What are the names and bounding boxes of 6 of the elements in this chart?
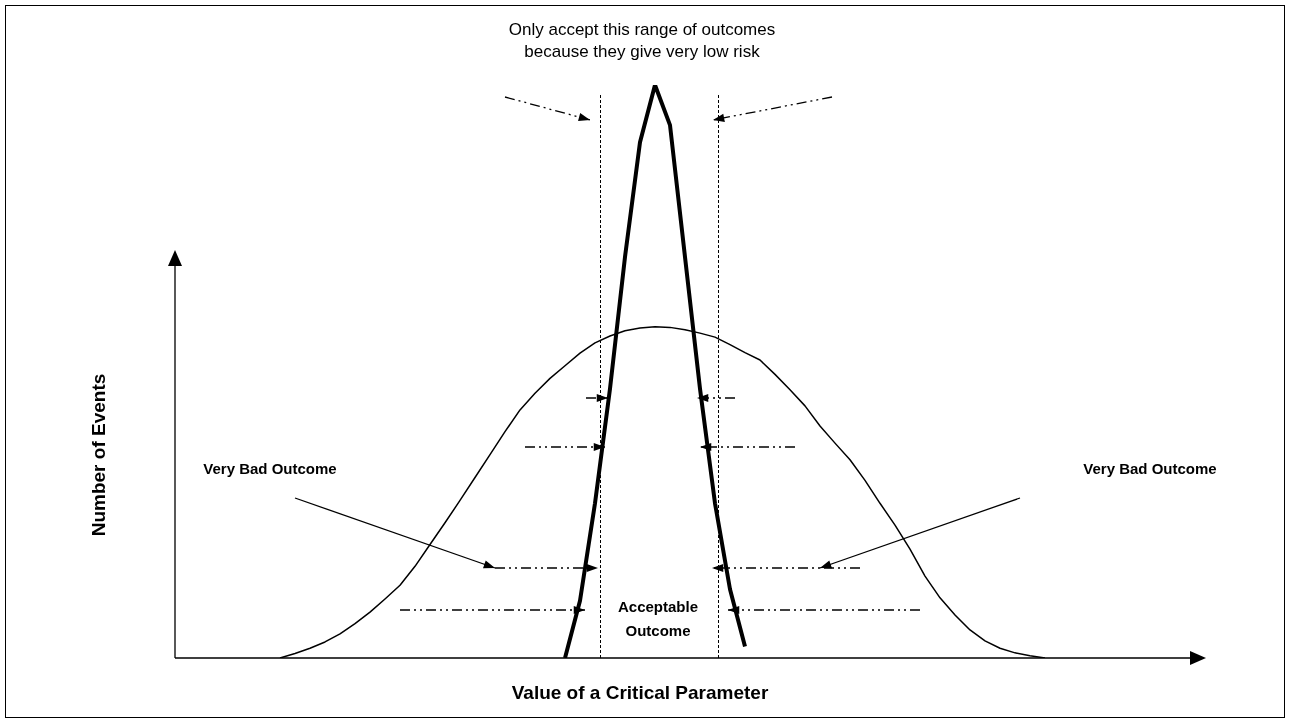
annotation: Very Bad Outcome	[203, 460, 337, 478]
x-axis-title: Value of a Critical Parameter	[511, 682, 769, 704]
annotation: Acceptable Outcome	[617, 598, 699, 640]
text: Only accept this range of outcomes because they give very low risk	[508, 19, 776, 61]
text: Number of Events	[88, 373, 110, 537]
text: Very Bad Outcome	[1083, 460, 1217, 478]
